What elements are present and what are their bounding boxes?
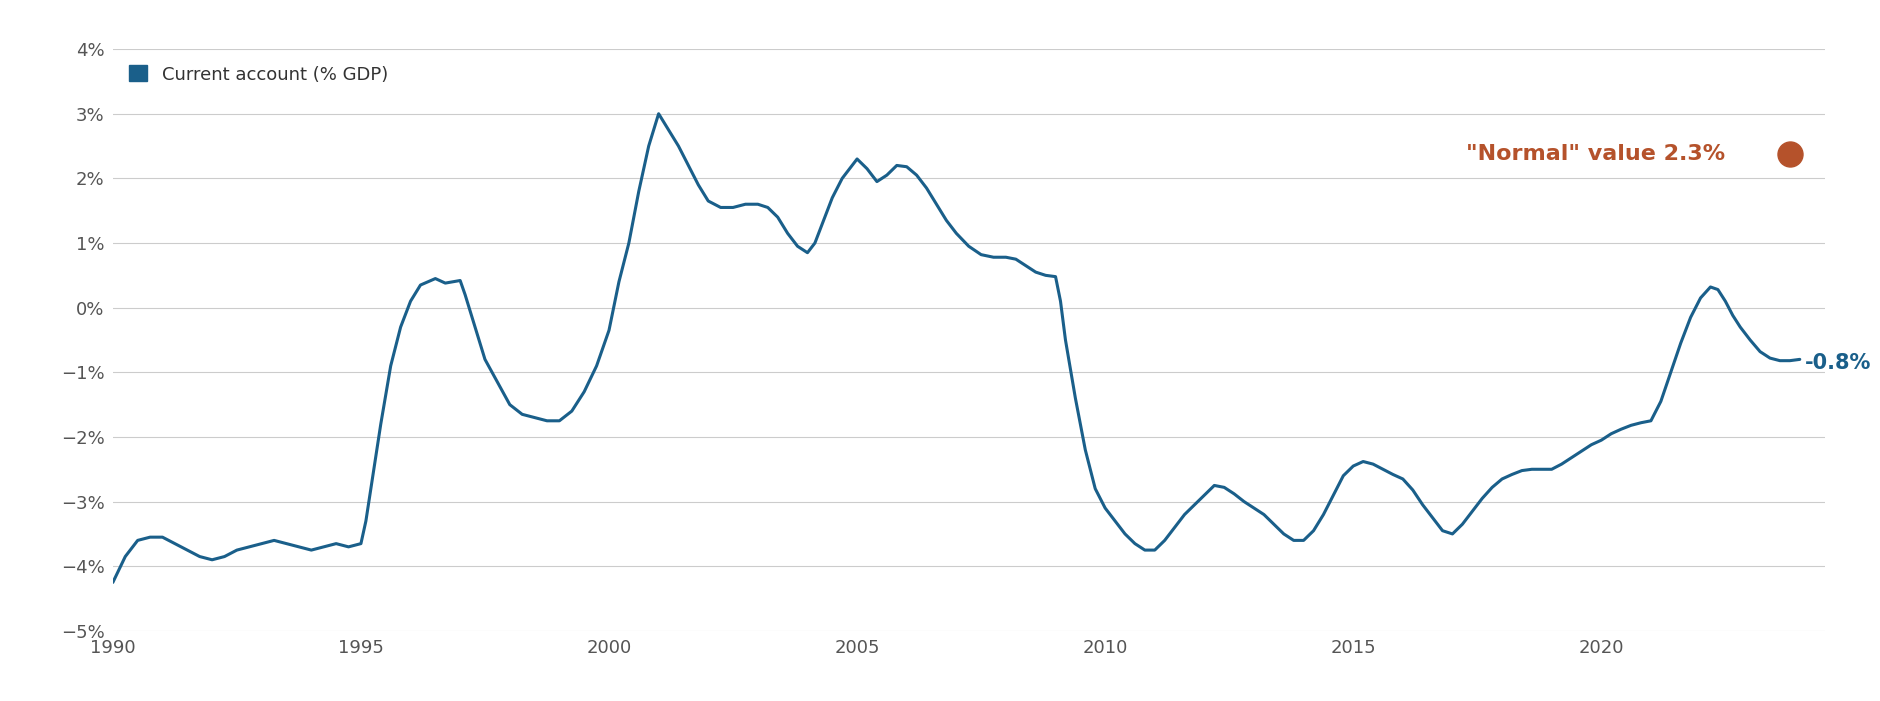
- Legend: Current account (% GDP): Current account (% GDP): [122, 58, 395, 91]
- Text: "Normal" value 2.3%: "Normal" value 2.3%: [1465, 144, 1724, 164]
- Text: -0.8%: -0.8%: [1803, 353, 1871, 373]
